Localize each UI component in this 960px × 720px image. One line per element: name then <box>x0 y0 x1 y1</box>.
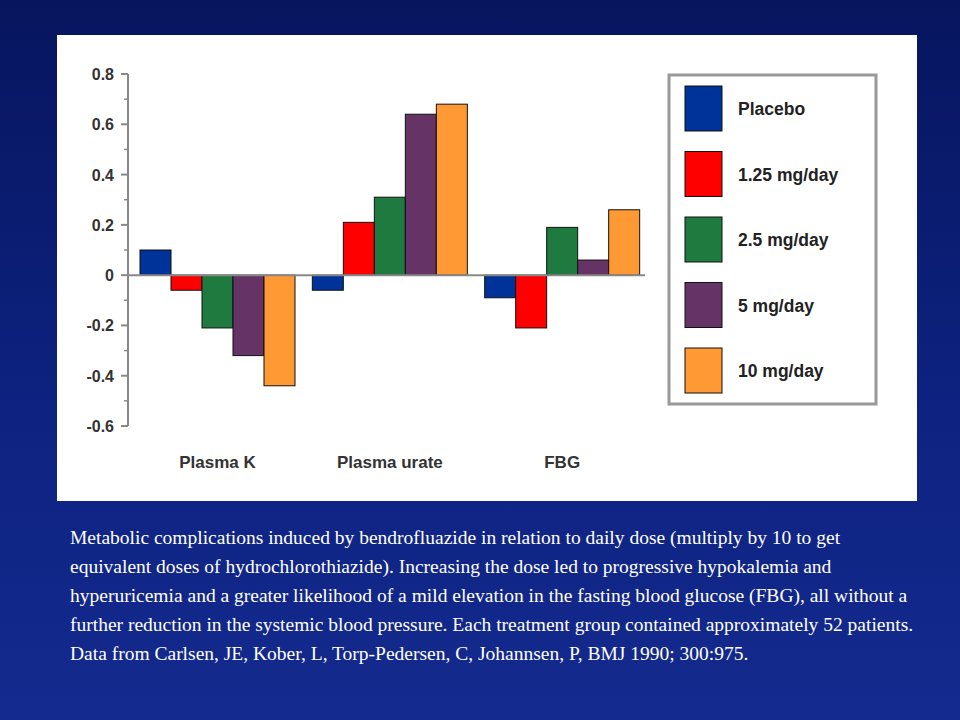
legend-swatch <box>685 86 722 131</box>
x-axis <box>128 274 645 276</box>
legend-swatch <box>685 152 722 197</box>
y-tick <box>121 425 128 427</box>
caption: Metabolic complications induced by bendr… <box>70 523 918 668</box>
x-tick-label: Plasma K <box>179 453 256 472</box>
y-tick-label: 0.2 <box>92 217 114 234</box>
legend-swatch <box>685 348 722 393</box>
y-tick-label: -0.4 <box>86 368 114 385</box>
y-tick <box>121 375 128 377</box>
y-minor-tick <box>124 400 128 402</box>
legend-label: 10 mg/day <box>738 361 824 381</box>
y-minor-tick <box>124 350 128 352</box>
legend-label: Placebo <box>738 99 805 119</box>
bar <box>233 275 264 355</box>
y-tick-label: 0.6 <box>92 116 114 133</box>
x-tick-label: FBG <box>544 453 580 472</box>
legend-swatch <box>685 217 722 262</box>
y-minor-tick <box>124 199 128 201</box>
bar <box>264 275 295 386</box>
y-tick-label: -0.2 <box>86 317 114 334</box>
bar <box>202 275 233 328</box>
legend-box <box>669 75 876 404</box>
y-tick <box>121 174 128 176</box>
y-minor-tick <box>124 149 128 151</box>
bar <box>405 114 436 275</box>
legend-swatch <box>685 283 722 328</box>
bar <box>374 197 405 275</box>
y-tick <box>121 73 128 75</box>
y-tick <box>121 274 128 276</box>
bar <box>547 227 578 275</box>
y-tick-label: 0.4 <box>92 167 114 184</box>
y-tick <box>121 324 128 326</box>
bar <box>343 222 374 275</box>
y-tick-label: -0.6 <box>86 418 114 435</box>
y-tick-label: 0.8 <box>92 66 114 83</box>
x-tick-label: Plasma urate <box>337 453 443 472</box>
y-tick-label: 0 <box>105 267 114 284</box>
y-tick <box>121 224 128 226</box>
y-tick <box>121 123 128 125</box>
bar <box>312 275 343 290</box>
legend-label: 1.25 mg/day <box>738 165 838 185</box>
y-minor-tick <box>124 249 128 251</box>
bar <box>171 275 202 290</box>
bar <box>485 275 516 298</box>
bar <box>436 104 467 275</box>
bar <box>140 250 171 275</box>
bar <box>578 260 609 275</box>
bars <box>140 104 640 386</box>
y-minor-tick <box>124 300 128 302</box>
y-minor-tick <box>124 98 128 100</box>
bar <box>516 275 547 328</box>
legend-label: 5 mg/day <box>738 296 814 316</box>
bar <box>609 210 640 275</box>
chart: -0.6 -0.4 -0.2 0 0.2 0.4 0.6 0.8 Plasma K Plasma … <box>0 0 960 720</box>
legend-label: 2.5 mg/day <box>738 230 829 250</box>
